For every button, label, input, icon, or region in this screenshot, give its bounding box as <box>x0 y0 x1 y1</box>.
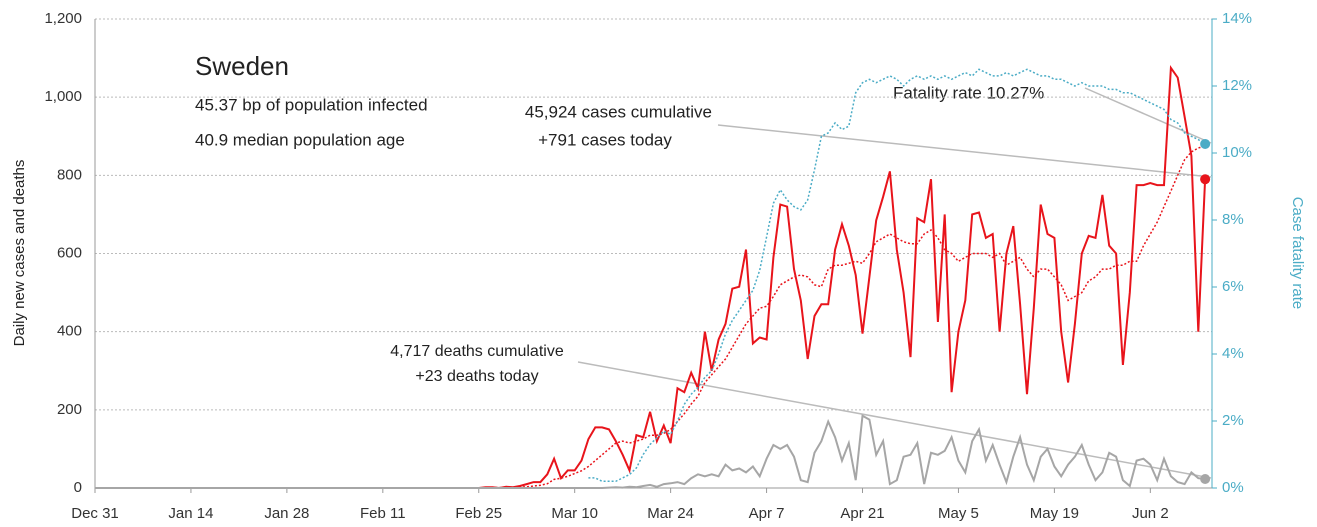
x-tick-label: Dec 31 <box>71 505 119 522</box>
y2-tick-label: 6% <box>1222 278 1244 295</box>
x-tick-label: Apr 21 <box>840 505 884 522</box>
y2-tick-label: 8% <box>1222 211 1244 228</box>
y-tick-label: 1,200 <box>44 10 82 27</box>
series-line <box>95 145 1206 489</box>
y-tick-label: 200 <box>57 401 82 418</box>
leader-line <box>717 124 1212 178</box>
x-tick-label: Jan 14 <box>168 505 213 522</box>
x-tick-label: Mar 24 <box>647 505 694 522</box>
y-tick-label: 1,000 <box>44 88 82 105</box>
annotation: +23 deaths today <box>415 368 538 385</box>
y-tick-label: 600 <box>57 244 82 261</box>
series-line <box>95 64 1207 490</box>
y2-tick-label: 0% <box>1222 479 1244 496</box>
x-tick-label: Jun 2 <box>1132 505 1169 522</box>
y2-tick-label: 4% <box>1222 345 1244 362</box>
subtitle: 40.9 median population age <box>195 130 405 149</box>
y2-tick-label: 10% <box>1222 144 1252 161</box>
y2-axis-title: Case fatality rate <box>1289 197 1306 310</box>
annotation: 4,717 deaths cumulative <box>390 343 564 360</box>
y2-tick-label: 12% <box>1222 77 1252 94</box>
end-marker <box>1200 138 1211 149</box>
y-tick-label: 400 <box>57 323 82 340</box>
leader-line <box>577 361 1212 479</box>
subtitle: 45.37 bp of population infected <box>195 95 428 114</box>
x-tick-label: May 5 <box>938 505 979 522</box>
y2-tick-label: 2% <box>1222 412 1244 429</box>
annotation: 45,924 cases cumulative <box>525 102 712 121</box>
series-line <box>588 68 1206 483</box>
y-tick-label: 0 <box>74 479 82 496</box>
x-tick-label: May 19 <box>1030 505 1079 522</box>
x-tick-label: Jan 28 <box>264 505 309 522</box>
x-tick-label: Mar 10 <box>551 505 598 522</box>
y-tick-label: 800 <box>57 166 82 183</box>
chart-title: Sweden <box>195 51 289 81</box>
annotation: Fatality rate 10.27% <box>893 83 1044 102</box>
end-marker <box>1200 174 1211 185</box>
y-axis-title: Daily new cases and deaths <box>11 160 28 347</box>
x-tick-label: Feb 25 <box>455 505 502 522</box>
x-tick-label: Feb 11 <box>360 505 406 522</box>
x-tick-label: Apr 7 <box>749 505 785 522</box>
annotation: +791 cases today <box>538 130 672 149</box>
series-line <box>95 414 1206 489</box>
y2-tick-label: 14% <box>1222 10 1252 27</box>
end-marker <box>1200 474 1211 485</box>
leader-line <box>1084 87 1212 144</box>
